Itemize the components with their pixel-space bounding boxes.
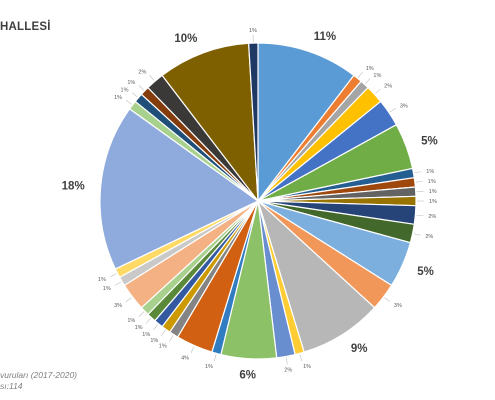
slice-label-7: 1% <box>426 169 434 175</box>
slice-label-5: 3% <box>400 103 408 109</box>
leader-line-16 <box>299 354 303 362</box>
slice-label-9: 1% <box>429 189 437 195</box>
slice-label-20: 4% <box>181 355 189 361</box>
slice-label-28: 1% <box>98 277 106 283</box>
slice-label-34: 10% <box>174 33 197 45</box>
slice-label-33: 2% <box>138 69 146 75</box>
leader-line-4 <box>375 88 381 94</box>
leader-line-32 <box>138 85 145 91</box>
slice-label-18: 6% <box>239 370 256 382</box>
leader-line-2 <box>357 71 363 78</box>
leader-line-31 <box>132 92 138 98</box>
slice-label-11: 2% <box>428 214 436 220</box>
slice-label-19: 1% <box>205 364 213 370</box>
slice-label-14: 3% <box>394 303 402 309</box>
leader-line-26 <box>125 297 132 302</box>
leader-line-5 <box>389 108 396 113</box>
slice-label-1: 11% <box>314 31 336 43</box>
slice-label-30: 1% <box>114 95 122 101</box>
leader-line-11 <box>416 214 424 217</box>
pie-slice-1 <box>257 42 355 203</box>
slice-label-6: 5% <box>421 135 438 147</box>
slice-label-32: 1% <box>127 80 135 86</box>
leader-line-23 <box>153 324 159 331</box>
slice-label-15: 9% <box>351 343 368 355</box>
slice-label-16: 1% <box>303 364 311 370</box>
slice-label-29: 18% <box>62 181 85 193</box>
slice-label-12: 2% <box>425 234 433 240</box>
slice-label-27: 1% <box>103 286 111 292</box>
slice-label-10: 1% <box>429 199 437 205</box>
slice-label-4: 2% <box>384 84 392 90</box>
pie-slice-34 <box>161 42 259 203</box>
slice-label-24: 1% <box>135 325 143 331</box>
leader-line-30 <box>125 100 132 105</box>
leader-line-24 <box>145 318 151 324</box>
slice-label-31: 1% <box>121 87 129 93</box>
slice-label-8: 1% <box>428 179 436 185</box>
leader-line-20 <box>190 346 195 354</box>
leader-line-8 <box>415 181 423 183</box>
leader-line-3 <box>365 78 371 84</box>
footnote-count: sı:114 <box>0 381 23 391</box>
pie-slice-35 <box>248 42 259 202</box>
chart-title: HALLESİ <box>0 21 51 33</box>
leader-line-19 <box>213 354 217 362</box>
slice-label-35: 1% <box>249 28 257 34</box>
leader-line-7 <box>414 171 422 174</box>
pie-slice-29 <box>99 108 260 270</box>
leader-line-25 <box>138 311 145 317</box>
footnote-source: vuruları (2017-2020) <box>0 370 78 380</box>
leader-line-17 <box>285 357 288 365</box>
pie-slice-15 <box>256 199 376 353</box>
leader-line-14 <box>384 297 391 302</box>
slice-label-3: 1% <box>373 73 381 79</box>
leader-line-12 <box>413 233 421 236</box>
leader-line-21 <box>169 335 174 342</box>
slice-label-26: 3% <box>114 303 122 309</box>
slice-label-13: 5% <box>417 266 434 278</box>
leader-line-33 <box>149 75 155 81</box>
leader-line-28 <box>110 273 117 278</box>
slice-label-2: 1% <box>366 66 374 72</box>
slice-label-25: 1% <box>127 318 135 324</box>
leader-line-22 <box>160 330 166 337</box>
slice-label-21: 1% <box>159 344 167 350</box>
slice-label-22: 1% <box>150 338 158 344</box>
slice-label-17: 2% <box>284 367 292 373</box>
slice-label-23: 1% <box>142 332 150 338</box>
leader-line-27 <box>114 281 122 286</box>
